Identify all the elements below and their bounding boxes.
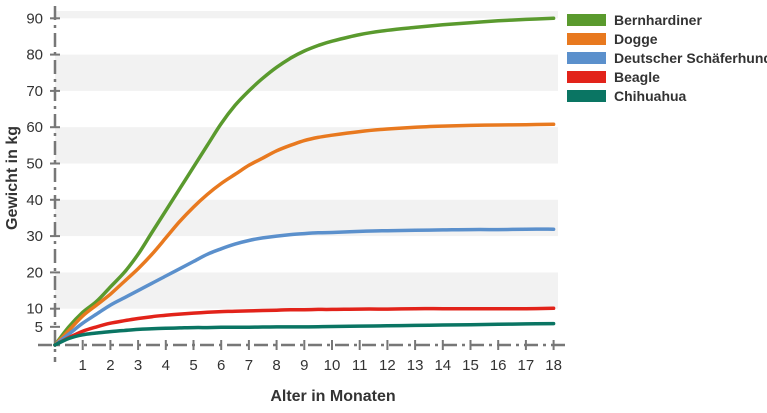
y-tick-label: 80 [26, 47, 43, 64]
legend-label: Beagle [614, 69, 660, 85]
x-tick-label: 11 [352, 357, 368, 374]
x-tick-label: 10 [324, 357, 341, 374]
y-tick-label: 70 [26, 83, 43, 100]
x-tick-label: 6 [217, 357, 225, 374]
x-tick-label: 9 [300, 357, 308, 374]
axes [38, 6, 565, 362]
x-tick-label: 5 [189, 357, 197, 374]
y-tick-label: 50 [26, 156, 43, 173]
legend-label: Bernhardiner [614, 12, 702, 28]
x-tick-label: 16 [490, 357, 507, 374]
legend-swatch [567, 90, 606, 102]
x-tick-label: 14 [434, 357, 451, 374]
grid-band [55, 127, 558, 164]
x-tick-label: 7 [245, 357, 253, 374]
series-line-beagle [53, 306, 556, 347]
x-tick-label: 13 [407, 357, 424, 374]
x-tick-label: 18 [545, 357, 562, 374]
series-line-deutscher-sch-ferhund [53, 227, 556, 347]
y-tick-label: 5 [35, 319, 43, 336]
legend-swatch [567, 14, 606, 26]
legend-label: Chihuahua [614, 88, 687, 104]
legend: Bernhardiner Dogge Deutscher Schäferhund Be… [567, 12, 767, 104]
x-axis-title: Alter in Monaten [270, 388, 395, 405]
series-line-dogge [53, 122, 556, 347]
x-tick-label: 3 [134, 357, 142, 374]
x-tick-label: 15 [462, 357, 479, 374]
y-tick-label: 30 [26, 228, 43, 245]
y-tick-label: 90 [26, 10, 43, 27]
grid-band [55, 11, 558, 19]
legend-label: Dogge [614, 31, 658, 47]
x-tick-label: 17 [518, 357, 535, 374]
y-tick-label: 10 [26, 301, 43, 318]
series-line-chihuahua [53, 321, 556, 347]
y-tick-label: 60 [26, 119, 43, 136]
legend-swatch [567, 71, 606, 83]
series-line-bernhardiner [53, 16, 556, 347]
legend-label: Deutscher Schäferhund [614, 50, 767, 66]
x-axis-ticks: 1 2 3 4 5 6 7 8 9 10 11 12 13 14 15 16 17 18 [79, 340, 562, 374]
x-tick-label: 2 [106, 357, 114, 374]
x-tick-label: 1 [79, 357, 87, 374]
grid-band [55, 54, 558, 91]
x-tick-label: 8 [272, 357, 280, 374]
y-tick-label: 40 [26, 192, 43, 209]
grid-bands [55, 11, 558, 309]
legend-swatch [567, 33, 606, 45]
x-tick-label: 12 [379, 357, 396, 374]
y-axis-title: Gewicht in kg [4, 126, 21, 230]
y-axis-ticks: 510 20 30 40 50 60 70 80 90 [26, 10, 60, 336]
legend-swatch [567, 52, 606, 64]
series-lines [53, 16, 556, 347]
x-tick-label: 4 [162, 357, 170, 374]
y-tick-label: 20 [26, 264, 43, 281]
